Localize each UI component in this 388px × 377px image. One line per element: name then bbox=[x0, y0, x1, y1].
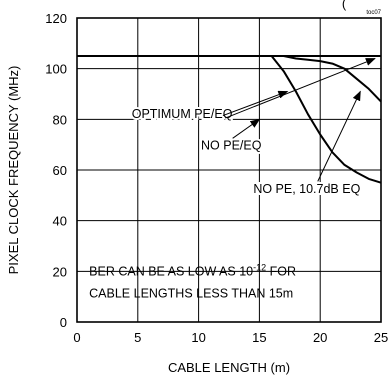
ber-note-line-2: CABLE LENGTHS LESS THAN 15m bbox=[89, 286, 293, 300]
plot-frame bbox=[76, 17, 382, 323]
x-tick-label: 15 bbox=[252, 330, 266, 345]
series-line-3 bbox=[270, 55, 382, 184]
y-tick-label: 20 bbox=[53, 264, 67, 279]
annotation-label-2: NO PE/EQ bbox=[201, 139, 262, 153]
ber-note-tail: FOR bbox=[266, 264, 296, 278]
y-tick-label: 60 bbox=[53, 163, 67, 178]
x-tick-label: 20 bbox=[313, 330, 327, 345]
y-axis-label: PIXEL CLOCK FREQUENCY (MHz) bbox=[6, 66, 21, 275]
x-axis-label: CABLE LENGTH (m) bbox=[168, 360, 290, 375]
top-label-fragment: ( bbox=[342, 0, 347, 11]
annotation-arrow-2 bbox=[222, 90, 289, 117]
annotation-label-1: OPTIMUM PE/EQ bbox=[132, 107, 233, 121]
ber-note-line-1: BER CAN BE AS LOW AS 10-12 FOR bbox=[89, 262, 296, 278]
y-tick-label: 40 bbox=[53, 214, 67, 229]
y-tick-label: 100 bbox=[45, 62, 67, 77]
x-tick-label: 10 bbox=[191, 330, 205, 345]
x-tick-label: 25 bbox=[374, 330, 388, 345]
corner-code: toc07 bbox=[366, 10, 381, 16]
y-tick-label: 0 bbox=[60, 315, 67, 330]
annotation-arrow-1 bbox=[225, 58, 376, 119]
annotation-arrow-4 bbox=[317, 90, 361, 182]
annotation-label-3: NO PE, 10.7dB EQ bbox=[253, 182, 360, 196]
ber-note-base: BER CAN BE AS LOW AS 10 bbox=[89, 264, 253, 278]
annotation-arrow-3 bbox=[232, 118, 261, 139]
series-line-2 bbox=[283, 55, 382, 103]
y-tick-label: 80 bbox=[53, 112, 67, 127]
x-tick-label: 0 bbox=[73, 330, 80, 345]
y-tick-label: 120 bbox=[45, 11, 67, 26]
x-tick-label: 5 bbox=[134, 330, 141, 345]
ber-note-exponent: -12 bbox=[253, 262, 266, 272]
